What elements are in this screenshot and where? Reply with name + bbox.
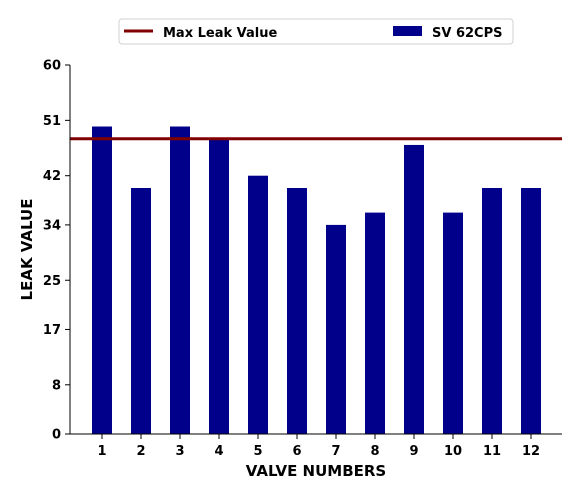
y-tick-label-34: 34 (43, 218, 61, 233)
bar-valve-5 (248, 175, 268, 434)
y-ticks-group: 0 8 17 25 34 42 51 60 (43, 59, 70, 443)
legend-frame (118, 18, 514, 45)
x-tick-label-7: 7 (331, 444, 340, 459)
legend-label-series: SV 62CPS (432, 26, 502, 41)
y-tick-label-51: 51 (43, 114, 61, 129)
legend-bar-swatch (393, 26, 422, 36)
y-tick-label-8: 8 (52, 378, 61, 393)
x-tick-label-4: 4 (214, 444, 223, 459)
bar-valve-9 (404, 144, 424, 434)
x-tick-label-9: 9 (409, 444, 418, 459)
x-tick-label-10: 10 (444, 444, 462, 459)
bar-valve-1 (92, 126, 112, 434)
bar-valve-8 (365, 212, 385, 434)
x-tick-label-5: 5 (253, 444, 262, 459)
bar-valve-7 (326, 224, 346, 434)
bar-valve-4 (209, 138, 229, 435)
x-tick-label-8: 8 (370, 444, 379, 459)
x-ticks-group: 1 2 3 4 5 6 7 8 9 10 11 12 (97, 434, 540, 459)
bar-valve-10 (443, 212, 463, 434)
x-tick-label-3: 3 (175, 444, 184, 459)
bars-group (92, 126, 541, 435)
y-tick-label-42: 42 (43, 169, 61, 184)
y-tick-label-17: 17 (43, 323, 61, 338)
y-tick-label-0: 0 (52, 428, 61, 443)
y-axis-title: LEAK VALUE (18, 199, 36, 301)
x-tick-label-2: 2 (136, 444, 145, 459)
x-tick-label-12: 12 (522, 444, 540, 459)
y-tick-label-25: 25 (43, 274, 61, 289)
y-tick-label-60: 60 (43, 59, 61, 74)
bar-valve-6 (287, 188, 307, 434)
x-tick-label-11: 11 (483, 444, 501, 459)
x-tick-label-1: 1 (97, 444, 106, 459)
bar-valve-12 (521, 188, 541, 434)
bar-valve-11 (482, 188, 502, 434)
x-axis-title: VALVE NUMBERS (246, 462, 386, 480)
bar-valve-3 (170, 126, 190, 434)
legend-label-max-leak: Max Leak Value (163, 26, 277, 41)
x-tick-label-6: 6 (292, 444, 301, 459)
legend: Max Leak Value SV 62CPS (118, 18, 514, 45)
bar-valve-2 (131, 188, 151, 434)
